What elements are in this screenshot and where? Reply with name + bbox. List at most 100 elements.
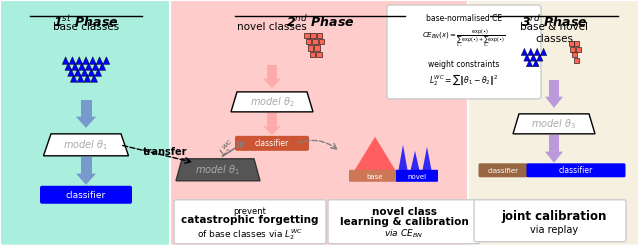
- Bar: [267, 113, 277, 126]
- Polygon shape: [91, 75, 97, 82]
- Polygon shape: [536, 54, 543, 61]
- Polygon shape: [513, 114, 595, 134]
- FancyBboxPatch shape: [396, 170, 438, 182]
- Bar: [317, 33, 322, 38]
- Polygon shape: [92, 63, 99, 70]
- Polygon shape: [83, 57, 90, 64]
- Polygon shape: [527, 48, 534, 56]
- Text: $L_2^{WC}$: $L_2^{WC}$: [216, 136, 240, 160]
- Polygon shape: [68, 69, 74, 76]
- Polygon shape: [85, 63, 92, 70]
- FancyBboxPatch shape: [527, 163, 625, 177]
- Polygon shape: [521, 48, 527, 56]
- Text: model $\theta_1$: model $\theta_1$: [63, 138, 109, 152]
- Bar: [316, 52, 321, 57]
- Polygon shape: [76, 174, 96, 185]
- Polygon shape: [65, 63, 72, 70]
- FancyBboxPatch shape: [474, 200, 626, 242]
- Polygon shape: [532, 60, 539, 67]
- Polygon shape: [95, 69, 102, 76]
- Text: classifier: classifier: [66, 191, 106, 200]
- Text: 2$^{nd}$ Phase: 2$^{nd}$ Phase: [285, 14, 355, 30]
- Polygon shape: [81, 69, 88, 76]
- Text: 3$^{rd}$ Phase: 3$^{rd}$ Phase: [521, 14, 588, 30]
- FancyBboxPatch shape: [468, 0, 639, 246]
- Polygon shape: [70, 75, 77, 82]
- Bar: [314, 46, 319, 51]
- Text: joint calibration: joint calibration: [501, 210, 607, 223]
- Polygon shape: [76, 117, 96, 128]
- Bar: [574, 58, 579, 63]
- Polygon shape: [526, 60, 532, 67]
- Text: novel class: novel class: [371, 207, 436, 217]
- Bar: [306, 39, 312, 45]
- Text: model $\theta_2$: model $\theta_2$: [250, 95, 294, 109]
- Bar: [81, 157, 92, 174]
- Text: weight constraints: weight constraints: [428, 60, 500, 69]
- Bar: [575, 41, 579, 46]
- Polygon shape: [540, 48, 547, 56]
- Text: base-normalised CE: base-normalised CE: [426, 14, 502, 23]
- Polygon shape: [88, 69, 95, 76]
- Polygon shape: [534, 48, 540, 56]
- Bar: [310, 52, 316, 57]
- Bar: [572, 52, 577, 57]
- FancyBboxPatch shape: [328, 200, 480, 244]
- Text: via replay: via replay: [530, 225, 578, 235]
- Polygon shape: [44, 134, 129, 156]
- Polygon shape: [79, 63, 85, 70]
- FancyBboxPatch shape: [349, 170, 401, 182]
- Polygon shape: [99, 63, 106, 70]
- Bar: [308, 46, 314, 51]
- FancyBboxPatch shape: [174, 200, 326, 244]
- Text: learning & calibration: learning & calibration: [340, 217, 468, 227]
- Text: $CE_{BN}(x)=\frac{\mathrm{exp}(\bullet)}{\sum_{C_b}\mathrm{exp}(\bullet)+\sum_{C: $CE_{BN}(x)=\frac{\mathrm{exp}(\bullet)}…: [422, 28, 506, 50]
- FancyBboxPatch shape: [0, 0, 172, 246]
- Bar: [319, 39, 324, 45]
- Bar: [312, 39, 317, 45]
- FancyBboxPatch shape: [170, 0, 470, 246]
- Bar: [81, 100, 92, 117]
- Polygon shape: [74, 69, 81, 76]
- Polygon shape: [398, 145, 408, 173]
- Text: base classes: base classes: [53, 22, 119, 32]
- Bar: [549, 80, 559, 97]
- Polygon shape: [410, 151, 420, 173]
- Text: base: base: [367, 174, 383, 180]
- FancyBboxPatch shape: [387, 5, 541, 99]
- Polygon shape: [524, 54, 530, 61]
- Polygon shape: [72, 63, 79, 70]
- Bar: [304, 33, 310, 38]
- Polygon shape: [90, 57, 96, 64]
- Text: model $\theta_1$: model $\theta_1$: [195, 163, 241, 177]
- Polygon shape: [545, 152, 563, 163]
- Text: prevent: prevent: [234, 207, 266, 216]
- Text: novel classes: novel classes: [237, 22, 307, 32]
- Polygon shape: [77, 75, 84, 82]
- Polygon shape: [62, 57, 69, 64]
- Polygon shape: [545, 97, 563, 108]
- Polygon shape: [263, 79, 281, 88]
- Text: classifier: classifier: [488, 168, 518, 174]
- Polygon shape: [84, 75, 91, 82]
- Text: novel: novel: [408, 174, 427, 180]
- Bar: [569, 41, 573, 46]
- Polygon shape: [422, 147, 432, 173]
- Polygon shape: [69, 57, 76, 64]
- Polygon shape: [530, 54, 536, 61]
- Bar: [267, 65, 277, 79]
- FancyBboxPatch shape: [40, 186, 132, 204]
- Text: classifier: classifier: [559, 166, 593, 175]
- Text: model $\theta_3$: model $\theta_3$: [531, 117, 577, 131]
- Bar: [576, 47, 581, 52]
- Polygon shape: [76, 57, 83, 64]
- Text: base & novel
classes: base & novel classes: [520, 22, 588, 44]
- Text: transfer: transfer: [143, 147, 188, 157]
- FancyBboxPatch shape: [479, 163, 527, 177]
- Text: classifier: classifier: [255, 139, 289, 148]
- Polygon shape: [231, 92, 313, 112]
- Polygon shape: [96, 57, 103, 64]
- Text: $L_2^{WC}=\sum\|\theta_1-\theta_2\|^2$: $L_2^{WC}=\sum\|\theta_1-\theta_2\|^2$: [429, 72, 499, 87]
- Bar: [549, 135, 559, 152]
- Text: catastrophic forgetting: catastrophic forgetting: [181, 215, 319, 225]
